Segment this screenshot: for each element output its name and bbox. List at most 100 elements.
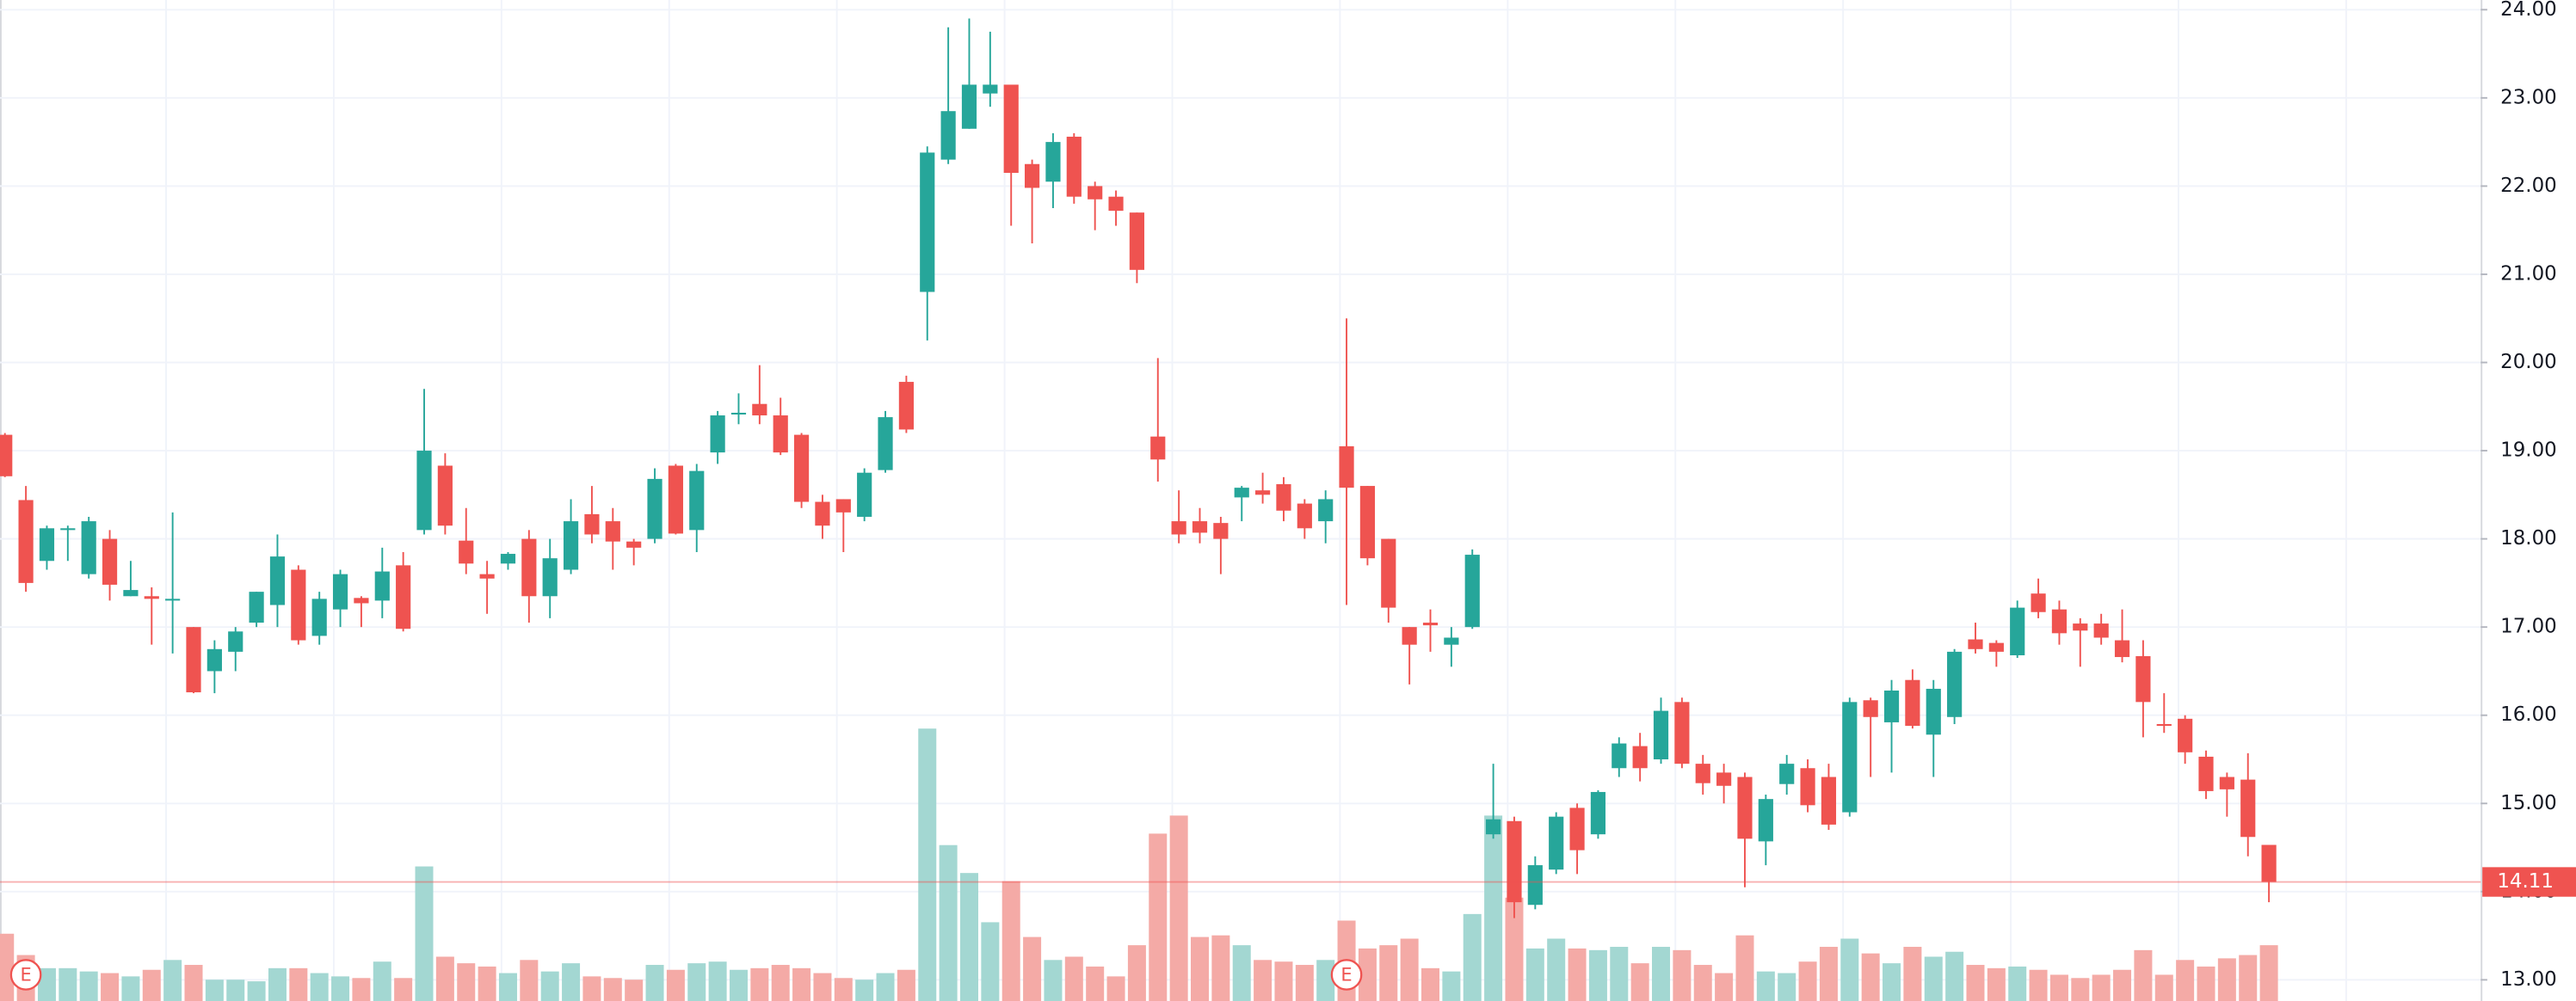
candle-body	[1883, 691, 1900, 722]
volume-bar	[540, 971, 559, 1001]
volume-bar	[666, 969, 685, 1001]
volume-bar	[2071, 978, 2090, 1001]
y-tick-label: 23.00	[2500, 86, 2557, 108]
volume-bar	[1819, 947, 1838, 1001]
y-tick-label: 24.00	[2500, 0, 2557, 21]
volume-bar	[2239, 955, 2258, 1001]
volume-bar	[813, 973, 832, 1001]
candle-body	[354, 598, 369, 604]
candle-body	[878, 417, 893, 470]
candle-body	[1276, 484, 1291, 511]
candle-body	[186, 627, 201, 693]
candle-body	[898, 382, 914, 430]
volume-bar	[478, 966, 496, 1001]
volume-bar	[2134, 949, 2153, 1001]
volume-bar	[897, 969, 915, 1001]
event-marker	[9, 959, 42, 991]
candle-body	[689, 470, 705, 531]
candle-body	[1926, 688, 1941, 735]
candle-body	[206, 648, 222, 672]
volume-bar	[1211, 935, 1230, 1001]
candle-body	[752, 403, 767, 416]
candle-body	[1590, 791, 1606, 835]
candle-body	[1695, 764, 1710, 783]
volume-bar	[79, 971, 98, 1001]
y-tick-label: 15.00	[2500, 792, 2557, 814]
volume-bar	[1044, 960, 1063, 1001]
volume-bar	[1001, 881, 1020, 1001]
candle-body	[1527, 865, 1543, 906]
volume-bar	[1840, 938, 1859, 1001]
volume-bar	[1903, 947, 1922, 1001]
candle-body	[793, 434, 810, 502]
candle-body	[311, 599, 327, 636]
last-price-label: 14.11	[2497, 870, 2554, 893]
volume-bar	[331, 976, 350, 1001]
candle-body	[1758, 799, 1773, 842]
volume-bar	[1673, 949, 1692, 1001]
candle-body	[857, 472, 872, 517]
candle-body	[1066, 136, 1082, 197]
volume-bar	[1127, 945, 1146, 1001]
volume-bar	[184, 965, 203, 1001]
volume-bar	[1987, 967, 2006, 1001]
candle-body	[1381, 538, 1396, 608]
volume-bar	[1652, 947, 1671, 1001]
y-tick-label: 19.00	[2500, 439, 2557, 462]
candle-body	[1108, 196, 1124, 212]
volume-bar	[729, 969, 748, 1001]
volume-bar	[625, 980, 644, 1001]
candle-body	[1422, 623, 1439, 626]
volume-bar	[1778, 973, 1796, 1001]
candle-body	[1779, 764, 1795, 784]
volume-bar	[687, 963, 706, 1001]
event-label: E	[20, 964, 31, 985]
candle-body	[479, 574, 495, 579]
volume-bar	[1064, 956, 1083, 1001]
volume-bar	[457, 963, 476, 1001]
volume-bar	[435, 956, 454, 1001]
volume-bar	[1254, 960, 1273, 1001]
volume-bar	[394, 978, 413, 1001]
volume-bar	[1463, 913, 1482, 1001]
candle-body	[500, 554, 516, 564]
candle-body	[2031, 593, 2046, 612]
y-tick-label: 21.00	[2500, 262, 2557, 285]
volume-bar	[1421, 967, 1440, 1001]
volume-bar	[2008, 966, 2027, 1001]
volume-bar	[142, 969, 161, 1001]
candle-body	[1632, 746, 1648, 769]
volume-bar	[792, 967, 811, 1001]
volume-bar	[1715, 973, 1734, 1001]
volume-bar	[918, 728, 937, 1001]
candle-body	[1863, 700, 1878, 717]
volume-bar	[1295, 965, 1314, 1001]
volume-bar	[1379, 945, 1398, 1001]
candle-body	[2051, 609, 2068, 634]
candle-body	[1255, 490, 1271, 495]
volume-bar	[121, 976, 140, 1001]
candle-body	[1988, 642, 2004, 652]
candle-body	[1150, 436, 1166, 460]
candle-body	[668, 465, 683, 534]
volume-bar	[289, 967, 308, 1001]
candle-body	[2198, 756, 2214, 791]
candle-body	[459, 540, 474, 564]
volume-bar	[205, 980, 224, 1001]
candle-body	[2219, 777, 2234, 789]
last-price-label-bg	[2482, 867, 2576, 897]
candle-body	[1003, 84, 1019, 174]
volume-bar	[834, 978, 853, 1001]
candle-body	[60, 528, 76, 531]
volume-bar	[268, 967, 287, 1001]
candle-body	[1088, 186, 1103, 200]
volume-bar	[1798, 961, 1817, 1001]
candles	[0, 18, 2277, 918]
volume-bar	[876, 973, 895, 1001]
volume-bar	[1525, 948, 1544, 1001]
volume-bar	[247, 981, 266, 1001]
candle-body	[2010, 607, 2025, 655]
volume-bar	[1693, 965, 1712, 1001]
candle-body	[1339, 445, 1354, 488]
volume-bar	[1023, 937, 1042, 1001]
